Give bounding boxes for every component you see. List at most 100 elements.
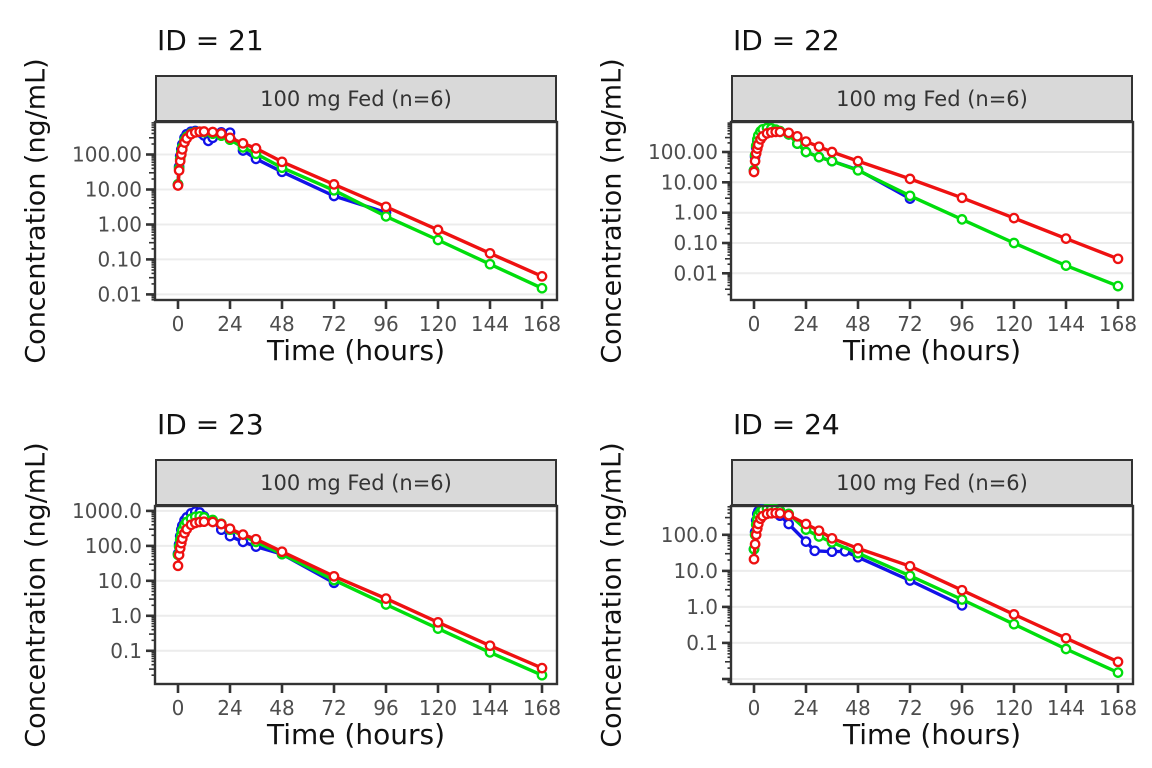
series-red-marker xyxy=(956,192,968,204)
series-red-marker xyxy=(328,179,340,190)
series-green-marker xyxy=(904,190,916,202)
svg-text:10.0: 10.0 xyxy=(673,559,718,583)
series-green-marker xyxy=(432,234,444,246)
series-blue-marker xyxy=(783,518,795,530)
series-red-marker xyxy=(826,146,838,158)
series-red-marker xyxy=(813,141,825,153)
svg-text:0: 0 xyxy=(748,312,761,336)
y-tick-labels: 100.00 10.00 1.00 0.10 0.01 xyxy=(72,143,142,307)
svg-text:1.0: 1.0 xyxy=(110,604,142,628)
series-red-marker xyxy=(172,560,184,572)
x-axis-title: Time (hours) xyxy=(843,718,1021,751)
series-red-marker xyxy=(1112,253,1124,265)
svg-text:120: 120 xyxy=(419,312,457,336)
x-axis-ticks: 0 24 48 72 96 120 144 168 xyxy=(172,684,561,720)
svg-text:144: 144 xyxy=(1047,312,1085,336)
series-red xyxy=(748,126,1124,265)
svg-text:168: 168 xyxy=(523,696,561,720)
series-blue-marker xyxy=(800,536,812,547)
facet-strip-label: 100 mg Fed (n=6) xyxy=(836,470,1028,495)
svg-text:96: 96 xyxy=(949,312,974,336)
facet-strip-21: 100 mg Fed (n=6) xyxy=(155,75,557,122)
series-green-marker xyxy=(1112,667,1124,678)
svg-text:1.0: 1.0 xyxy=(686,595,718,619)
svg-text:100.0: 100.0 xyxy=(85,534,142,558)
series-red-marker xyxy=(207,126,219,138)
series-green-marker xyxy=(484,258,496,270)
facet-strip-label: 100 mg Fed (n=6) xyxy=(836,86,1028,111)
svg-text:72: 72 xyxy=(321,312,346,336)
series-green-marker xyxy=(1008,618,1020,630)
series-red-marker xyxy=(198,516,210,528)
series-red-marker xyxy=(904,173,916,185)
series-red-marker xyxy=(224,523,236,535)
series-red-marker xyxy=(484,247,496,259)
svg-text:120: 120 xyxy=(995,312,1033,336)
panel-title-23: ID = 23 xyxy=(157,408,264,441)
series-red-marker xyxy=(432,224,444,236)
series-red-marker xyxy=(748,166,760,178)
series-red-marker xyxy=(380,593,392,604)
series-green-marker xyxy=(800,146,812,158)
subplot-id-23: Concentration (ng/mL) ID = 23 100 mg Fed… xyxy=(0,384,576,768)
svg-text:24: 24 xyxy=(793,312,818,336)
x-axis-ticks: 0 24 48 72 96 120 144 168 xyxy=(748,684,1137,720)
panel-background xyxy=(155,122,557,300)
series-green-marker xyxy=(826,155,838,167)
series-green-marker xyxy=(813,151,825,163)
svg-text:48: 48 xyxy=(269,696,294,720)
svg-text:0: 0 xyxy=(172,696,185,720)
series-red-marker xyxy=(215,128,227,139)
svg-text:96: 96 xyxy=(373,312,398,336)
svg-text:72: 72 xyxy=(897,312,922,336)
series-green-marker xyxy=(536,282,548,294)
svg-text:100.0: 100.0 xyxy=(661,523,718,547)
svg-text:96: 96 xyxy=(949,696,974,720)
x-axis-title: Time (hours) xyxy=(267,334,445,367)
series-red-marker xyxy=(791,130,803,142)
svg-text:100.00: 100.00 xyxy=(648,140,718,164)
svg-text:0.10: 0.10 xyxy=(673,231,718,255)
svg-text:10.0: 10.0 xyxy=(97,569,142,593)
series-blue-marker xyxy=(826,546,838,558)
svg-text:120: 120 xyxy=(419,696,457,720)
series-green-marker xyxy=(1060,260,1072,271)
svg-text:0.1: 0.1 xyxy=(110,639,142,663)
facet-strip-label: 100 mg Fed (n=6) xyxy=(260,86,452,111)
series-red-marker xyxy=(224,132,236,144)
series-red-marker xyxy=(749,538,761,550)
series-red-marker xyxy=(852,543,864,554)
series-blue-marker xyxy=(809,545,821,557)
series-red-marker xyxy=(432,616,444,628)
series-red-marker xyxy=(276,156,288,168)
panel-title-24: ID = 24 xyxy=(733,408,840,441)
series-red-marker xyxy=(328,570,340,582)
svg-text:144: 144 xyxy=(471,696,509,720)
svg-text:168: 168 xyxy=(1099,696,1137,720)
series-green-marker xyxy=(956,594,968,605)
svg-text:24: 24 xyxy=(217,312,242,336)
series-red-marker xyxy=(484,640,496,652)
svg-text:144: 144 xyxy=(471,312,509,336)
series-red-marker xyxy=(800,518,812,530)
panel-title-22: ID = 22 xyxy=(733,24,840,57)
svg-text:0.10: 0.10 xyxy=(97,247,142,271)
svg-text:0: 0 xyxy=(172,312,185,336)
chart-canvas-24: 100.0 10.0 1.0 0.1 0 24 48 72 96 120 144 168 xyxy=(661,504,1137,720)
series-red-marker xyxy=(783,127,795,139)
series-red-marker xyxy=(956,584,968,596)
chart-canvas-21: 100.00 10.00 1.00 0.10 0.01 0 24 48 72 96 120 144 16… xyxy=(72,120,561,336)
y-axis-ticks xyxy=(146,122,155,301)
facet-strip-24: 100 mg Fed (n=6) xyxy=(731,459,1133,506)
panel-border xyxy=(729,120,1135,302)
svg-text:10.00: 10.00 xyxy=(661,170,718,194)
series-red-marker xyxy=(173,165,185,176)
panel-background xyxy=(155,506,557,684)
svg-text:0.01: 0.01 xyxy=(97,282,142,306)
series-green-marker xyxy=(904,570,916,582)
series-red-marker xyxy=(1060,233,1072,244)
y-tick-labels: 100.0 10.0 1.0 0.1 xyxy=(661,523,718,655)
svg-text:72: 72 xyxy=(897,696,922,720)
